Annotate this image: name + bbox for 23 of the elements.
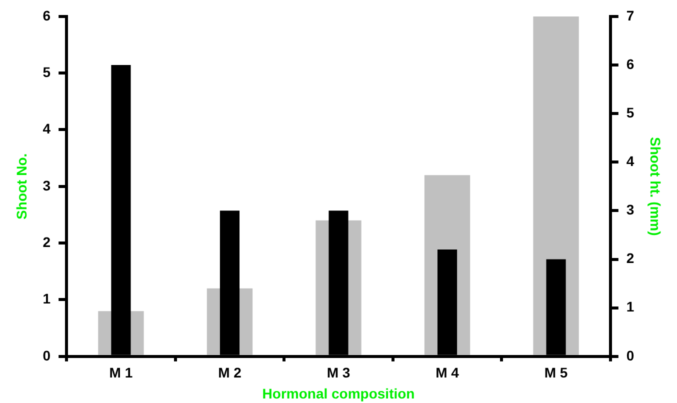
y2-tick-label: 6 bbox=[626, 56, 634, 72]
x-tick-label: M 4 bbox=[436, 364, 460, 381]
y2-tick-label: 3 bbox=[626, 202, 634, 218]
x-tick-label: M 3 bbox=[326, 364, 350, 381]
y-axis-title: Shoot No. bbox=[13, 153, 30, 220]
y-tick-label: 1 bbox=[42, 290, 51, 307]
y2-tick-label: 5 bbox=[626, 104, 634, 120]
y-tick-label: 0 bbox=[42, 347, 51, 364]
y2-tick-label: 7 bbox=[626, 7, 634, 24]
y-tick-label: 4 bbox=[42, 120, 51, 137]
x-tick-label: M 1 bbox=[109, 364, 133, 381]
y-tick-label: 3 bbox=[42, 177, 51, 194]
x-axis-title: Hormonal composition bbox=[262, 385, 415, 402]
y-tick-label: 6 bbox=[42, 7, 51, 24]
y2-tick-label: 4 bbox=[626, 152, 634, 169]
y2-axis-title: Shoot ht. (mm) bbox=[648, 137, 664, 236]
y2-tick-label: 1 bbox=[626, 298, 634, 315]
y-tick-label: 2 bbox=[42, 234, 51, 250]
y-tick-label: 5 bbox=[42, 64, 51, 80]
x-tick-label: M 5 bbox=[544, 364, 568, 381]
y2-tick-label: 2 bbox=[626, 250, 634, 266]
x-tick-label: M 2 bbox=[218, 364, 242, 381]
y2-tick-label: 0 bbox=[626, 347, 634, 364]
